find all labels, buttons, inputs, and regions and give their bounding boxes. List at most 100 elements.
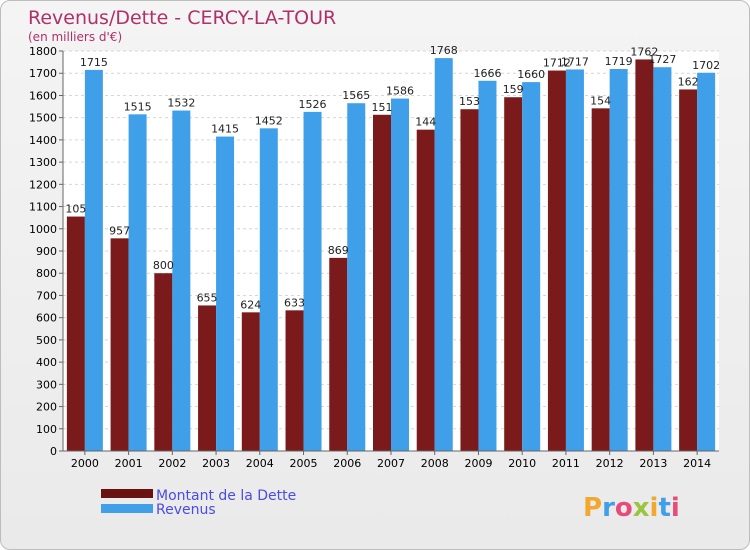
data-label-dette-2013: 1762 <box>630 45 658 58</box>
x-tick-label: 2001 <box>115 457 143 470</box>
y-axis: 0 100 200 300 400 500 600 700 800 900 1000 1100 1200… <box>29 45 719 458</box>
x-tick-label: 2006 <box>333 457 361 470</box>
y-tick-label: 400 <box>36 356 57 369</box>
bar-revenus-2007 <box>391 98 409 452</box>
data-label-revenus-2002: 1532 <box>167 97 195 110</box>
data-label-revenus-2005: 1526 <box>299 98 327 111</box>
bar-revenus-2013 <box>653 67 672 451</box>
x-tick-label: 2012 <box>596 457 624 470</box>
data-label-dette-2009: 153 <box>459 95 480 108</box>
x-axis: 2000 2001 2002 2003 2004 2005 2006 2007 2008 2009… <box>71 451 711 470</box>
data-label-dette-2010: 159 <box>503 83 524 96</box>
y-tick-label: 1500 <box>29 112 57 125</box>
data-label-dette-2007: 151 <box>372 101 393 114</box>
bar-dette-2007 <box>373 114 391 452</box>
y-tick-label: 1000 <box>29 223 57 236</box>
x-tick-label: 2004 <box>246 457 274 470</box>
bar-revenus-2002 <box>172 110 191 452</box>
bar-revenus-2000 <box>84 69 103 451</box>
legend: Montant de la Dette Revenus <box>101 488 296 518</box>
data-label-dette-2008: 144 <box>415 116 436 129</box>
logo-letter: x <box>633 493 650 523</box>
legend-label-revenus: Revenus <box>156 502 216 518</box>
y-tick-label: 1700 <box>29 67 57 80</box>
data-label-revenus-2009: 1666 <box>473 67 501 80</box>
data-label-dette-2014: 162 <box>678 75 699 88</box>
proxiti-logo: Proxiti <box>583 493 680 523</box>
y-tick-label: 200 <box>36 401 57 414</box>
data-label-revenus-2014: 1702 <box>692 59 720 72</box>
bar-dette-2006 <box>329 257 348 451</box>
data-label-revenus-2004: 1452 <box>255 114 283 127</box>
data-label-revenus-2008: 1768 <box>430 44 458 57</box>
y-tick-label: 0 <box>50 445 57 458</box>
bar-dette-2010 <box>504 97 523 451</box>
y-tick-label: 800 <box>36 267 57 280</box>
logo-letter: i <box>671 493 680 523</box>
bar-revenus-2012 <box>609 69 628 451</box>
legend-swatch-revenus <box>101 504 153 513</box>
bar-revenus-2005 <box>303 111 322 451</box>
bar-revenus-2004 <box>259 128 278 451</box>
data-label-revenus-2006: 1565 <box>342 89 370 102</box>
x-tick-label: 2005 <box>290 457 318 470</box>
y-tick-label: 500 <box>36 334 57 347</box>
y-tick-label: 1100 <box>29 201 57 214</box>
logo-letter: i <box>650 493 659 523</box>
x-tick-label: 2013 <box>639 457 667 470</box>
bar-dette-2009 <box>460 109 479 451</box>
bar-dette-2004 <box>241 312 260 451</box>
y-tick-label: 1300 <box>29 156 57 169</box>
y-tick-label: 900 <box>36 245 57 258</box>
data-label-revenus-2001: 1515 <box>124 100 152 113</box>
x-tick-label: 2011 <box>552 457 580 470</box>
data-label-dette-2005: 633 <box>284 296 305 309</box>
y-tick-label: 700 <box>36 289 57 302</box>
bar-dette-2013 <box>635 59 654 451</box>
chart-subtitle: (en milliers d'€) <box>28 30 122 44</box>
y-tick-label: 1400 <box>29 134 57 147</box>
data-label-revenus-2000: 1715 <box>80 56 108 69</box>
data-label-dette-2012: 154 <box>590 94 611 107</box>
x-tick-label: 2009 <box>464 457 492 470</box>
data-label-dette-2001: 957 <box>109 224 130 237</box>
bar-revenus-2011 <box>565 69 584 451</box>
y-tick-label: 1800 <box>29 45 57 58</box>
y-tick-label: 1200 <box>29 178 57 191</box>
data-label-dette-2000: 105 <box>65 203 86 216</box>
bars <box>66 58 716 452</box>
bar-dette-2014 <box>679 89 698 451</box>
data-label-dette-2003: 655 <box>197 291 218 304</box>
logo-letter: o <box>615 493 633 523</box>
x-tick-label: 2007 <box>377 457 405 470</box>
bar-dette-2005 <box>285 310 304 451</box>
bar-dette-2012 <box>591 108 610 451</box>
y-tick-label: 1600 <box>29 89 57 102</box>
legend-swatch-dette <box>101 489 153 498</box>
bar-dette-2001 <box>110 238 129 451</box>
x-tick-label: 2000 <box>71 457 99 470</box>
bar-revenus-2001 <box>128 114 147 451</box>
bar-revenus-2008 <box>434 58 453 451</box>
data-label-dette-2004: 624 <box>240 298 261 311</box>
x-tick-label: 2003 <box>202 457 230 470</box>
bar-dette-2003 <box>198 305 217 451</box>
bar-revenus-2014 <box>697 72 716 452</box>
bar-dette-2000 <box>66 216 85 451</box>
x-tick-label: 2008 <box>421 457 449 470</box>
x-tick-label: 2010 <box>508 457 536 470</box>
logo-letter: t <box>658 493 670 523</box>
bar-revenus-2006 <box>347 103 366 451</box>
data-label-revenus-2012: 1719 <box>605 55 633 68</box>
x-tick-label: 2014 <box>683 457 711 470</box>
data-label-dette-2002: 800 <box>153 259 174 272</box>
bar-dette-2011 <box>547 70 566 452</box>
data-label-revenus-2013: 1727 <box>648 53 676 66</box>
legend-label-dette: Montant de la Dette <box>156 488 296 504</box>
x-tick-label: 2002 <box>158 457 186 470</box>
chart-title: Revenus/Dette - CERCY-LA-TOUR <box>28 7 336 29</box>
logo-letter: P <box>583 493 602 523</box>
bar-revenus-2009 <box>478 80 497 452</box>
data-labels: 105 1715 957 1515 800 1532 655 1415 624 1452 633 15… <box>65 44 720 311</box>
